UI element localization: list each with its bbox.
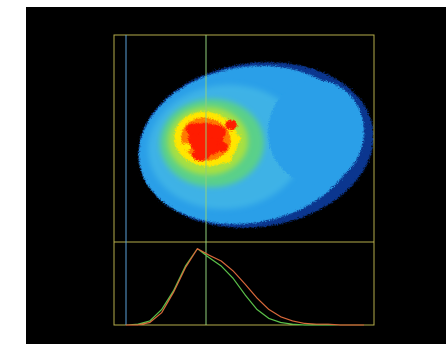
heatmap-hotspot-4 — [225, 120, 237, 130]
profile-curve-1 — [126, 248, 364, 326]
display-frame — [113, 34, 375, 326]
heatmap-hotspot-3 — [216, 142, 228, 152]
heatmap-hotspot-1 — [206, 125, 226, 139]
beam-intensity-heatmap — [138, 62, 374, 228]
heatmap-warm-spot-2 — [231, 135, 241, 143]
profile-overlay — [113, 34, 375, 326]
profile-curve-0 — [125, 248, 364, 326]
heatmap-hotspot-0 — [186, 123, 202, 135]
heatmap-tail — [268, 80, 364, 184]
heatmap-warm-spot-0 — [181, 143, 191, 151]
intensity-profile-plot — [125, 248, 364, 326]
heatmap-hotspot-2 — [192, 149, 210, 161]
beam-profile-display — [113, 34, 375, 326]
beam-profiler-screen — [26, 7, 446, 344]
heatmap-warm-spot-1 — [220, 155, 232, 163]
